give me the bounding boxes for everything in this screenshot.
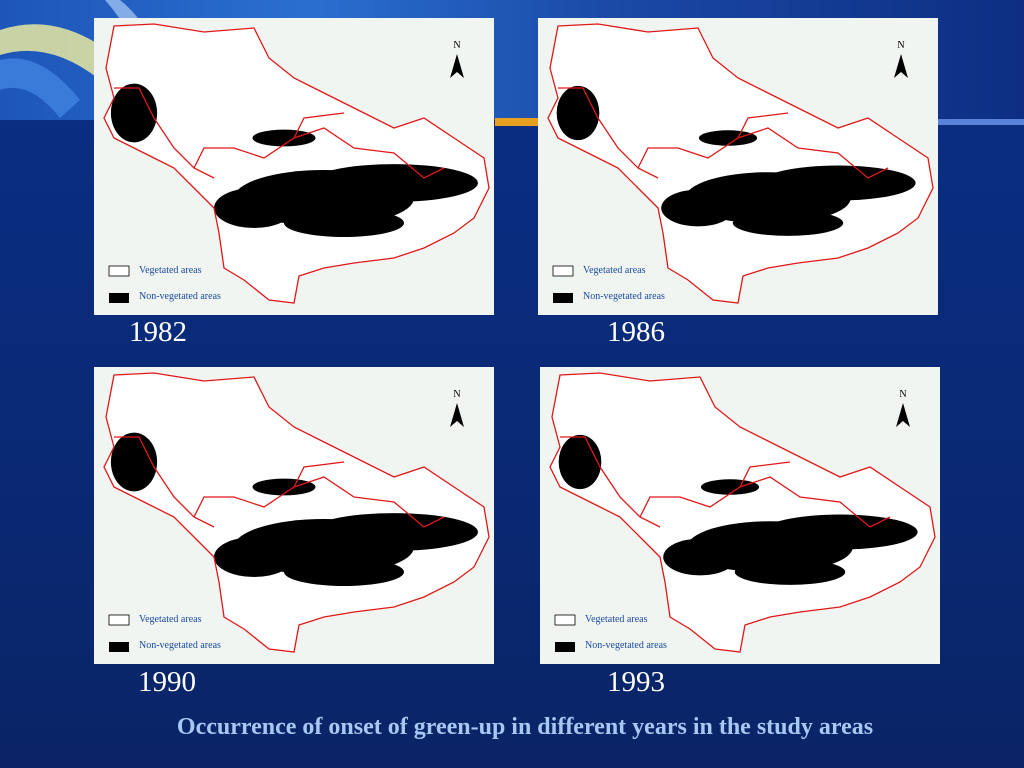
non-vegetated-patch (556, 85, 600, 141)
non-vegetated-patch (661, 189, 735, 227)
region-fill (548, 24, 933, 303)
non-vegetated-patch (110, 83, 158, 143)
non-vegetated-patch (663, 538, 737, 576)
non-vegetated-patch (760, 165, 916, 201)
province-boundary (558, 87, 889, 179)
legend-swatch-non-vegetated (553, 293, 573, 303)
legend-swatch-vegetated (108, 614, 130, 626)
year-label: 1990 (138, 666, 196, 698)
non-vegetated-patch (698, 130, 758, 146)
legend-swatch-non-vegetated (109, 293, 129, 303)
region-boundary (547, 23, 934, 304)
non-vegetated-patch (762, 514, 918, 550)
legend-label: Non-vegetated areas (139, 640, 221, 651)
province-boundary (114, 87, 445, 179)
legend-label: Vegetated areas (583, 265, 646, 276)
province-boundary (560, 436, 891, 528)
region-fill (104, 24, 489, 303)
legend-swatch-non-vegetated (555, 642, 575, 652)
region-fill (550, 373, 935, 652)
legend-swatch-vegetated (554, 614, 576, 626)
accent-bar (495, 118, 540, 126)
north-label: N (897, 40, 904, 51)
non-vegetated-patch (252, 478, 316, 496)
non-vegetated-areas (110, 432, 478, 586)
north-arrow (450, 403, 464, 427)
legend-label: Vegetated areas (139, 265, 202, 276)
non-vegetated-patch (284, 209, 404, 237)
legend-label: Non-vegetated areas (139, 291, 221, 302)
non-vegetated-areas (558, 434, 918, 585)
region-boundary (103, 372, 490, 653)
legend-swatch-vegetated (108, 265, 130, 277)
non-vegetated-patch (310, 164, 478, 202)
legend-label: Vegetated areas (585, 614, 648, 625)
legend-swatch-vegetated (552, 265, 574, 277)
year-label: 1982 (129, 316, 187, 348)
map: N Vegetated areas Non-vegetated areas (103, 372, 490, 653)
legend-label: Non-vegetated areas (583, 291, 665, 302)
map: N Vegetated areas Non-vegetated areas (547, 23, 934, 304)
map-panel: N Vegetated areas Non-vegetated areas (540, 367, 940, 664)
year-label: 1993 (607, 666, 665, 698)
legend-label: Vegetated areas (139, 614, 202, 625)
north-label: N (453, 40, 460, 51)
non-vegetated-patch (110, 432, 158, 492)
region-fill (104, 373, 489, 652)
map-panel: N Vegetated areas Non-vegetated areas (94, 367, 494, 664)
north-arrow (894, 54, 908, 78)
north-label: N (899, 389, 906, 400)
non-vegetated-patch (214, 188, 294, 228)
non-vegetated-patch (700, 479, 760, 495)
non-vegetated-patch (284, 558, 404, 586)
legend-swatch-non-vegetated (109, 642, 129, 652)
north-arrow (450, 54, 464, 78)
caption: Occurrence of onset of green-up in diffe… (176, 714, 874, 740)
non-vegetated-patch (252, 129, 316, 147)
province-boundary (114, 436, 445, 528)
region-boundary (103, 23, 490, 304)
north-arrow (896, 403, 910, 427)
non-vegetated-patch (732, 210, 844, 236)
non-vegetated-patch (734, 559, 846, 585)
north-label: N (453, 389, 460, 400)
non-vegetated-patch (558, 434, 602, 490)
non-vegetated-patch (214, 537, 294, 577)
map-panel: N Vegetated areas Non-vegetated areas (94, 18, 494, 315)
non-vegetated-areas (110, 83, 478, 237)
map-panel: N Vegetated areas Non-vegetated areas (538, 18, 938, 315)
non-vegetated-patch (310, 513, 478, 551)
map: N Vegetated areas Non-vegetated areas (549, 372, 936, 653)
map: N Vegetated areas Non-vegetated areas (103, 23, 490, 304)
year-label: 1986 (607, 316, 665, 348)
region-boundary (549, 372, 936, 653)
legend-label: Non-vegetated areas (585, 640, 667, 651)
